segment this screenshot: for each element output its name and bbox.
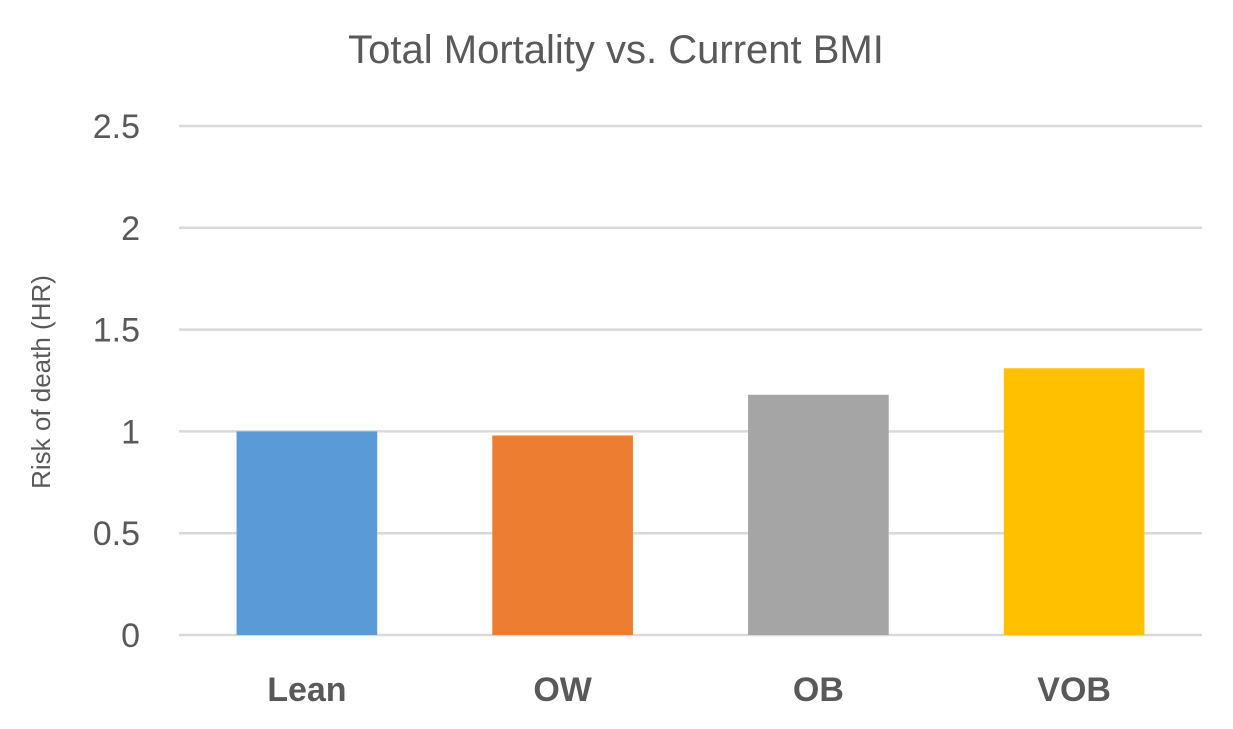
bar-ob	[748, 394, 889, 635]
x-tick-label: OB	[793, 671, 844, 709]
x-tick-label: OW	[533, 671, 592, 709]
x-tick-label: VOB	[1037, 671, 1111, 709]
chart-title: Total Mortality vs. Current BMI	[348, 28, 884, 72]
y-tick-label: 0.5	[93, 515, 140, 553]
bar-vob	[1003, 368, 1145, 635]
y-tick-label: 2.5	[93, 108, 140, 146]
bar-ow	[492, 435, 633, 635]
bar-lean	[236, 431, 378, 635]
y-axis-ticks: 0 0.5 1 1.5 2 2.5	[93, 108, 140, 655]
y-tick-label: 1	[121, 413, 140, 451]
x-tick-label: Lean	[267, 671, 346, 709]
y-tick-label: 1.5	[93, 312, 140, 350]
x-axis-ticks: Lean OW OB VOB	[267, 671, 1111, 709]
y-axis-label: Risk of death (HR)	[26, 275, 56, 489]
bars	[236, 368, 1145, 635]
y-tick-label: 0	[121, 617, 140, 655]
y-tick-label: 2	[121, 210, 140, 248]
